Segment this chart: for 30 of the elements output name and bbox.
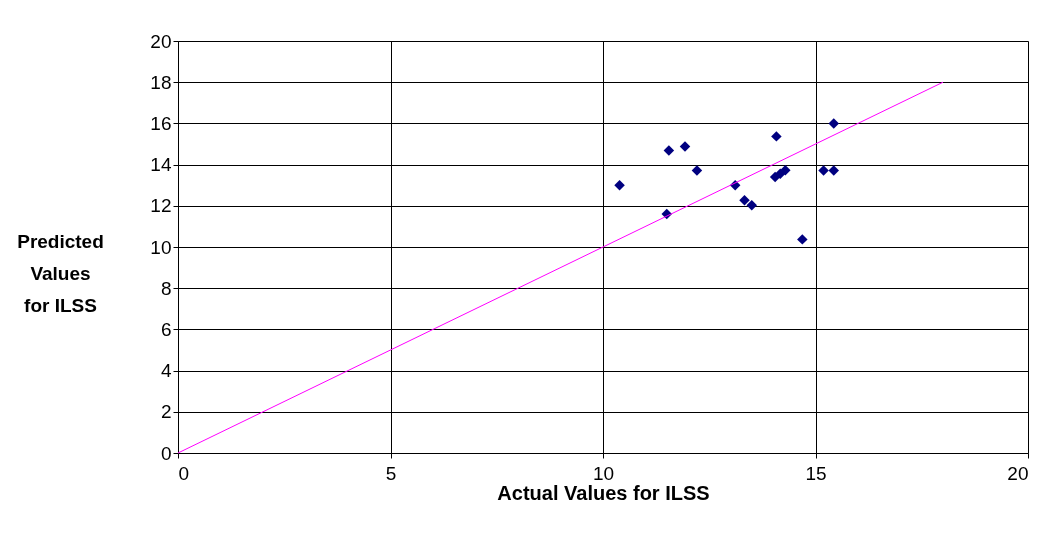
x-tick-label: 20 [1007,462,1029,484]
x-tick-label: 0 [178,462,190,484]
y-tick-label: 8 [160,277,172,299]
y-axis-title: Predicted Values for ILSS [17,230,104,316]
point [739,194,750,206]
point [828,165,840,176]
point [663,145,675,156]
point [780,165,791,176]
x-tick-label: 5 [385,462,397,484]
point [771,131,782,142]
y-tick-label: 20 [150,30,172,52]
point [614,179,625,191]
y-tick-label: 18 [150,71,172,93]
y-tick-label: 2 [160,401,172,423]
y-tick-label: 16 [150,112,172,134]
point [818,165,829,176]
point [679,141,691,152]
y-tick-label: 12 [150,195,172,217]
point [797,234,808,245]
y-tick-label: 0 [160,442,172,464]
x-tick-label: 15 [805,462,827,484]
point [746,199,757,211]
x-tick-label: 10 [592,462,615,484]
point [828,118,840,129]
y-tick-label: 6 [160,318,172,340]
x-axis-title: Actual Values for ILSS [497,481,710,504]
y-tick-label: 14 [150,154,172,176]
y-tick-label: 10 [150,236,172,258]
y-tick-label: 4 [160,360,172,382]
point [691,165,703,176]
